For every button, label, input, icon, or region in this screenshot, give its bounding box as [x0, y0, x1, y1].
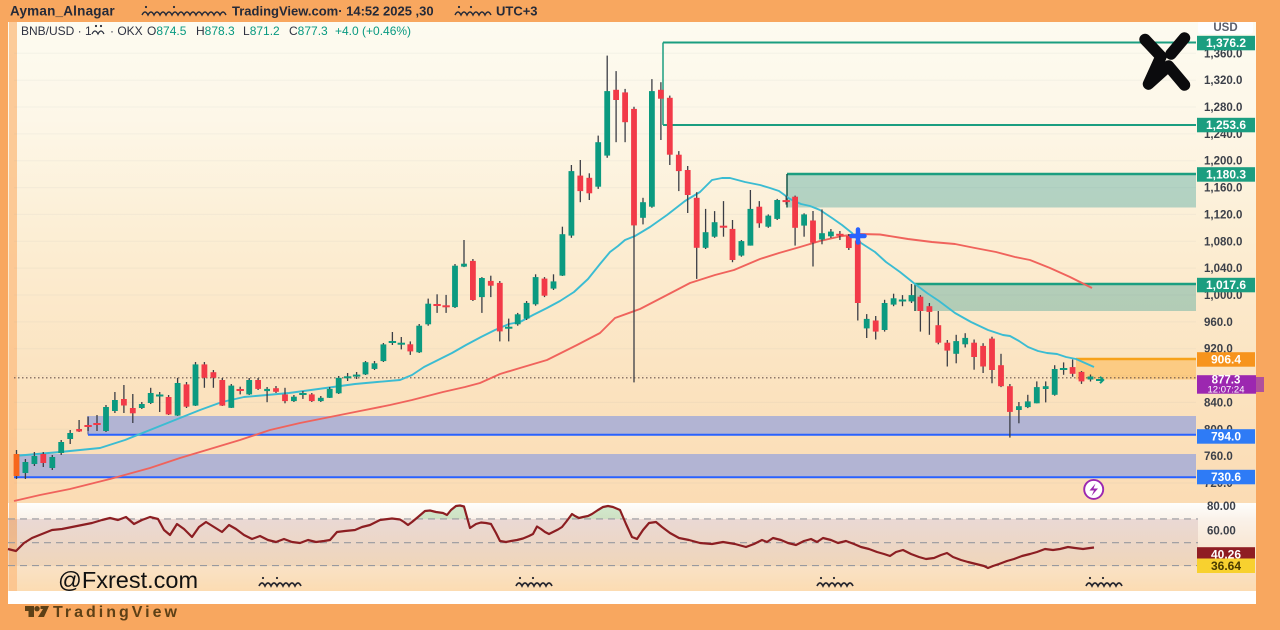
- svg-text:1,160.0: 1,160.0: [1204, 183, 1242, 195]
- svg-text:1,280.0: 1,280.0: [1204, 102, 1242, 114]
- svg-text:730.6: 730.6: [1211, 470, 1241, 484]
- svg-text:1,253.6: 1,253.6: [1206, 118, 1246, 132]
- svg-text:80.00: 80.00: [1207, 501, 1236, 513]
- svg-text:1,120.0: 1,120.0: [1204, 209, 1242, 221]
- svg-text:1,320.0: 1,320.0: [1204, 75, 1242, 87]
- svg-text:906.4: 906.4: [1211, 353, 1241, 367]
- svg-text:760.0: 760.0: [1204, 451, 1233, 463]
- svg-text:1,200.0: 1,200.0: [1204, 156, 1242, 168]
- svg-text:UTC+3: UTC+3: [496, 4, 538, 19]
- svg-text:12:07:24: 12:07:24: [1208, 385, 1245, 396]
- svg-text:1,180.3: 1,180.3: [1206, 168, 1246, 182]
- svg-text:BNB/USD · 1: BNB/USD · 1: [21, 24, 92, 38]
- svg-text:960.0: 960.0: [1204, 317, 1233, 329]
- svg-text:TradingView.com· 14:52 2025 ,: TradingView.com· 14:52 2025 ,30: [232, 4, 434, 19]
- svg-text:TradingView: TradingView: [53, 604, 180, 621]
- svg-text:840.0: 840.0: [1204, 397, 1233, 409]
- svg-text:1,080.0: 1,080.0: [1204, 236, 1242, 248]
- svg-text:794.0: 794.0: [1211, 430, 1241, 444]
- svg-text:1,040.0: 1,040.0: [1204, 263, 1242, 275]
- svg-text:@Fxrest.com: @Fxrest.com: [58, 567, 198, 593]
- svg-text:Ayman_Alnagar: Ayman_Alnagar: [10, 4, 115, 19]
- svg-text:36.64: 36.64: [1211, 559, 1241, 573]
- svg-text:1,376.2: 1,376.2: [1206, 36, 1246, 50]
- svg-text:· OKX: · OKX: [110, 24, 143, 38]
- svg-text:1,017.6: 1,017.6: [1206, 278, 1246, 292]
- svg-text:1,000.0: 1,000.0: [1204, 290, 1242, 302]
- svg-text:1,360.0: 1,360.0: [1204, 48, 1242, 60]
- svg-text:40.26: 40.26: [1211, 548, 1241, 562]
- svg-text:877.3: 877.3: [1212, 374, 1241, 386]
- svg-text:USD: USD: [1213, 22, 1237, 34]
- svg-text:60.00: 60.00: [1207, 526, 1236, 538]
